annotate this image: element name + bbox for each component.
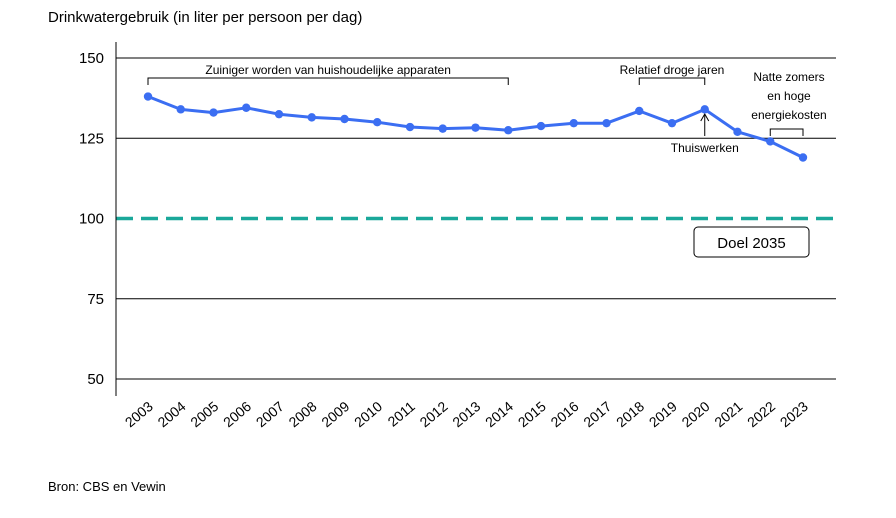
- x-tick-label: 2007: [253, 398, 287, 430]
- x-tick-label: 2004: [155, 398, 189, 430]
- data-point-2006: [242, 103, 251, 112]
- data-point-2015: [536, 121, 546, 131]
- data-point-2008: [307, 113, 316, 122]
- data-point-2004: [176, 105, 185, 114]
- x-tick-label: 2005: [187, 398, 221, 430]
- annotation-arrow-head: [700, 112, 710, 122]
- data-point-2012: [438, 124, 447, 133]
- y-axis-ticks: 50 75 100 125 150: [79, 50, 104, 388]
- data-point-2019: [667, 118, 677, 128]
- goal-label: Doel 2035: [717, 235, 785, 252]
- x-tick-label: 2017: [580, 398, 614, 430]
- annotation-label: Zuiniger worden van huishoudelijke appar…: [205, 63, 451, 77]
- x-tick-label: 2015: [515, 398, 549, 430]
- goal-label-frame: [693, 226, 810, 258]
- x-tick-label: 2014: [482, 398, 516, 430]
- x-tick-label: 2003: [122, 398, 156, 430]
- data-point-2023: [798, 153, 808, 162]
- y-tick-label: 150: [79, 50, 104, 67]
- data-point-2018: [635, 106, 644, 116]
- x-tick-label: 2012: [417, 398, 451, 430]
- data-point-2022: [766, 137, 775, 146]
- data-point-2010: [373, 118, 382, 127]
- x-tick-label: 2020: [679, 398, 713, 430]
- annotation-label-line: energiekosten: [751, 108, 826, 122]
- data-point-2021: [733, 127, 742, 137]
- data-point-2009: [340, 114, 349, 124]
- data-point-2011: [405, 122, 415, 132]
- data-point-2005: [209, 108, 218, 117]
- source-note: Bron: CBS en Vewin: [48, 479, 166, 494]
- annotation-label: Thuiswerken: [671, 141, 739, 155]
- x-tick-label: 2023: [777, 398, 811, 430]
- y-tick-label: 100: [79, 211, 104, 228]
- data-point-2017: [602, 118, 611, 128]
- x-tick-label: 2018: [613, 398, 647, 430]
- x-tick-label: 2013: [449, 398, 483, 430]
- x-tick-label: 2016: [548, 398, 582, 430]
- data-point-2013: [471, 123, 480, 132]
- annotation-label: Relatief droge jaren: [620, 63, 725, 77]
- y-tick-label: 50: [87, 371, 104, 388]
- data-point-2014: [504, 126, 513, 135]
- goal-label-box: Doel 2035: [693, 226, 810, 258]
- y-tick-label: 75: [87, 291, 104, 308]
- data-point-2003: [143, 92, 153, 101]
- chart-title: Drinkwatergebruik (in liter per persoon …: [48, 9, 363, 26]
- x-tick-label: 2010: [351, 398, 385, 430]
- annotation-bracket: [769, 128, 804, 136]
- x-tick-label: 2022: [744, 398, 778, 430]
- data-point-2007: [274, 109, 284, 119]
- annotation-bracket: [638, 77, 706, 85]
- annotation-label-line: en hoge: [767, 89, 811, 103]
- x-tick-label: 2019: [646, 398, 680, 430]
- gridlines: [116, 57, 836, 380]
- data-point-2016: [569, 118, 578, 128]
- x-tick-label: 2008: [286, 398, 320, 430]
- x-tick-label: 2011: [385, 398, 419, 430]
- data-point-2020: [700, 105, 709, 114]
- data-points: [143, 92, 808, 162]
- annotation-bracket: [147, 77, 509, 85]
- x-tick-label: 2006: [220, 398, 254, 430]
- y-tick-label: 125: [79, 130, 104, 147]
- x-tick-label: 2021: [711, 398, 745, 430]
- annotation-label-line: Natte zomers: [753, 70, 824, 84]
- x-tick-label: 2009: [318, 398, 352, 430]
- annotations: Zuiniger worden van huishoudelijke appar…: [147, 63, 827, 155]
